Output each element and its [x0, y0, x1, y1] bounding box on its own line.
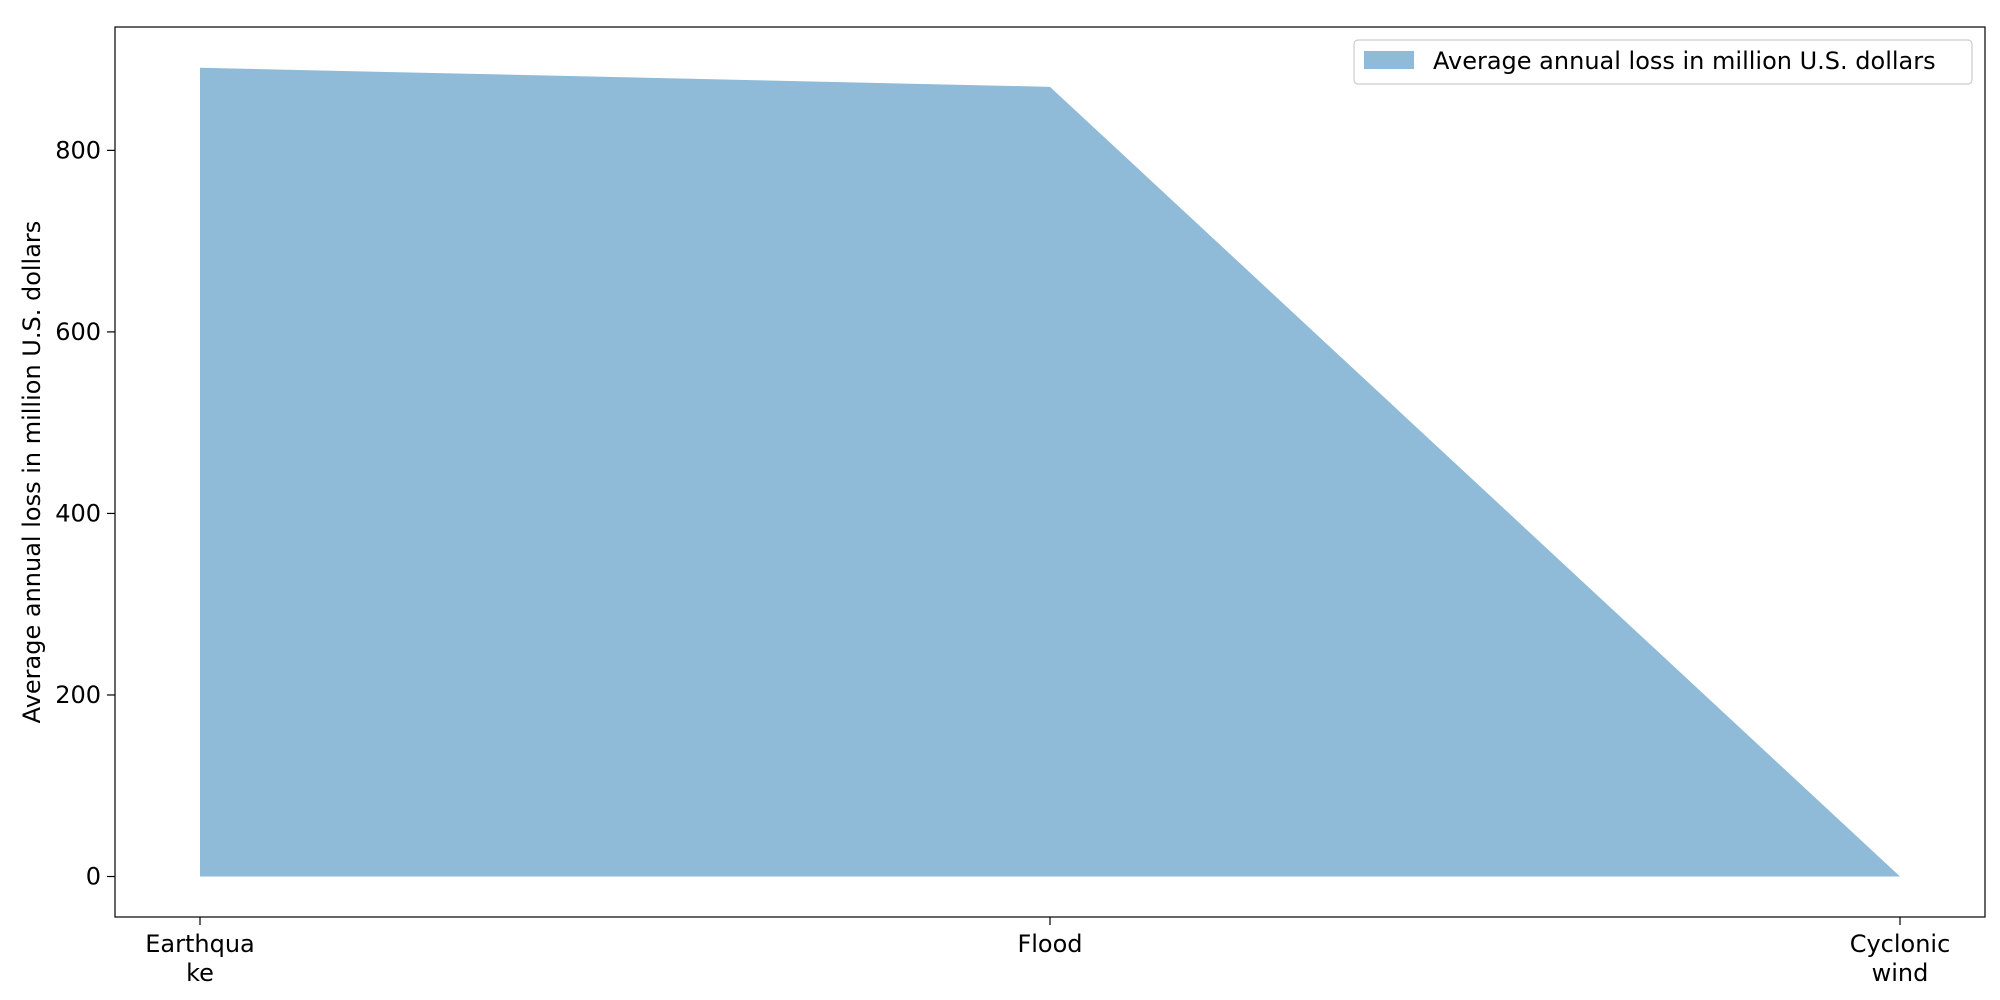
- y-tick-label: 800: [55, 136, 101, 164]
- legend-label: Average annual loss in million U.S. doll…: [1433, 47, 1936, 75]
- x-axis: Earthqua ke Flood Cyclonic wind: [145, 917, 1950, 987]
- y-tick-label: 0: [86, 863, 101, 891]
- legend: Average annual loss in million U.S. doll…: [1353, 39, 1973, 85]
- y-tick-label: 600: [55, 318, 101, 346]
- x-tick-label: Earthqua ke: [145, 930, 255, 987]
- y-tick-label: 400: [55, 499, 101, 527]
- y-axis: 0 200 400 600 800: [55, 136, 115, 891]
- x-tick-label: Flood: [1017, 930, 1082, 958]
- y-axis-label: Average annual loss in million U.S. doll…: [18, 221, 46, 724]
- legend-swatch: [1364, 51, 1414, 69]
- legend-box: [1353, 39, 1973, 85]
- area-series-average-annual-loss: [200, 67, 1900, 877]
- area-layer: [200, 67, 1900, 877]
- x-tick-label: Cyclonic wind: [1850, 930, 1951, 987]
- y-tick-label: 200: [55, 681, 101, 709]
